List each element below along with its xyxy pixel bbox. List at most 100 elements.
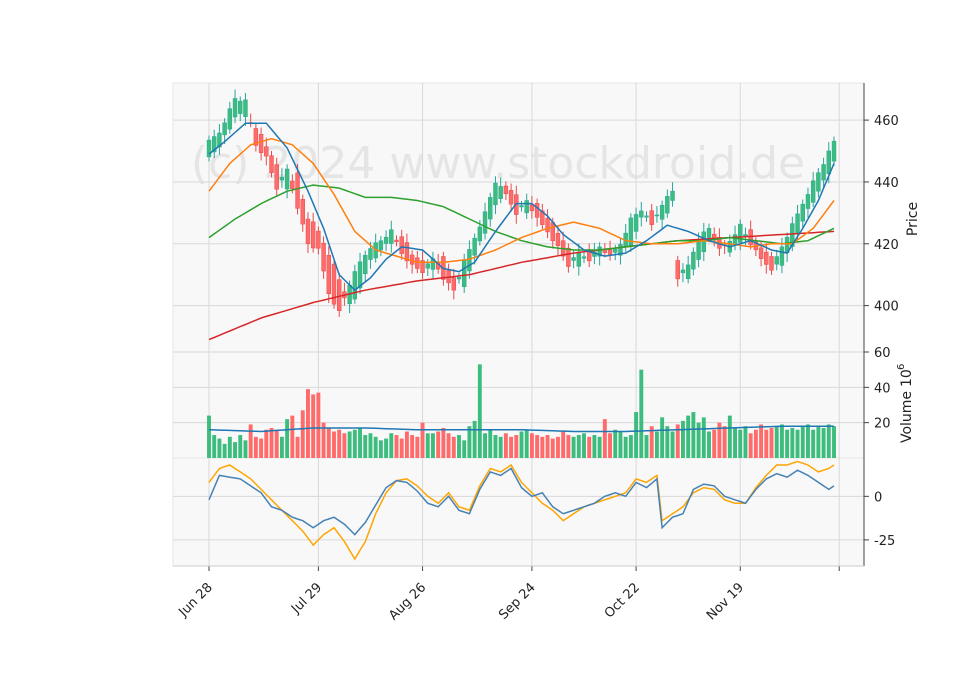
candle-body (691, 251, 696, 270)
volume-bar (649, 426, 654, 458)
volume-bar (306, 389, 310, 458)
candle-body (571, 257, 576, 261)
price-y-tick-label: 460 (874, 114, 899, 129)
volume-bar (389, 433, 394, 458)
volume-bar (644, 435, 649, 458)
volume-bar (727, 415, 732, 458)
volume-bar (358, 427, 362, 458)
volume-bar (769, 427, 774, 458)
candle-body (769, 256, 774, 271)
volume-bar (790, 427, 795, 458)
candle-body (613, 249, 618, 253)
volume-bar (238, 435, 243, 458)
volume-bar (233, 442, 237, 458)
candle-body (826, 150, 831, 175)
candle-body (816, 172, 821, 192)
candle-body (680, 269, 686, 274)
volume-bar (342, 433, 347, 458)
candle-body (368, 248, 373, 260)
candle-body (378, 240, 384, 251)
volume-bar (774, 426, 779, 458)
volume-bar (472, 420, 477, 458)
volume-bar (462, 440, 467, 458)
candle-body (310, 221, 316, 249)
volume-bar (634, 412, 639, 458)
volume-bar (347, 431, 352, 458)
volume-bar (800, 426, 805, 458)
volume-bar (535, 435, 540, 458)
candle-body (675, 260, 680, 280)
candle-body (706, 228, 712, 238)
volume-bar (384, 438, 389, 458)
candle-body (383, 236, 389, 244)
x-tick-label: Sep 24 (496, 580, 539, 623)
candle-body (404, 242, 410, 262)
price-y-tick-label: 400 (874, 300, 899, 315)
candle-body (644, 215, 649, 218)
volume-bar (378, 440, 383, 458)
candle-body (581, 256, 587, 259)
volume-bar (337, 429, 342, 458)
volume-bar (821, 427, 826, 458)
candle-body (566, 247, 571, 267)
volume-bar (488, 429, 493, 458)
candle-body (738, 223, 743, 243)
candle-body (284, 168, 290, 190)
candle-body (331, 263, 337, 305)
candle-body (665, 196, 670, 214)
volume-bar (415, 436, 420, 458)
candle-body (597, 246, 602, 257)
volume-bar (207, 415, 211, 458)
volume-bar (285, 419, 290, 458)
volume-bar (582, 433, 586, 458)
volume-bar (753, 429, 758, 458)
volume-bar (420, 422, 425, 458)
candle-body (607, 249, 613, 255)
volume-bar (332, 431, 336, 458)
candle-body (394, 239, 399, 242)
candle-body (269, 155, 274, 173)
volume-bar (670, 431, 675, 458)
osc-y-tick-label: -25 (874, 534, 895, 549)
candle-body (545, 217, 550, 233)
volume-bar (410, 435, 415, 458)
volume-bar (274, 429, 279, 458)
volume-bar (300, 410, 305, 458)
x-tick-label: Jun 28 (176, 580, 216, 620)
candle-body (243, 99, 248, 117)
candle-body (639, 210, 644, 218)
candle-body (659, 205, 665, 220)
candle-body (633, 214, 639, 232)
volume-bar (556, 436, 560, 458)
candle-body (274, 164, 279, 190)
volume-bar (592, 435, 597, 458)
candle-body (415, 257, 420, 269)
candle-body (519, 205, 524, 208)
osc-y-tick-label: 0 (874, 490, 882, 505)
volume-bar (696, 422, 701, 458)
volume-bar (451, 436, 456, 458)
volume-y-tick-label: 60 (874, 346, 891, 361)
candle-body (701, 231, 706, 253)
ma-short-line (208, 122, 835, 292)
x-tick-label: Nov 19 (704, 580, 747, 623)
volume-bar (321, 422, 326, 458)
volume-bar (519, 431, 524, 458)
volume-bar (326, 427, 331, 458)
candle-body (540, 210, 545, 225)
indicator-lines (208, 122, 835, 561)
svg-text:Volume: Volume (899, 391, 915, 443)
candle-body (290, 180, 295, 189)
volume-bars (207, 364, 836, 458)
candle-body (300, 199, 305, 225)
volume-bar (431, 433, 435, 458)
volume-bar (675, 424, 680, 458)
candle-body (764, 251, 769, 265)
volume-ma-line (208, 425, 834, 433)
candle-body (482, 211, 488, 234)
candle-body (534, 203, 540, 218)
volume-axis-label-exp: 10 (899, 369, 915, 387)
volume-bar (457, 435, 461, 458)
candle-body (227, 108, 233, 130)
